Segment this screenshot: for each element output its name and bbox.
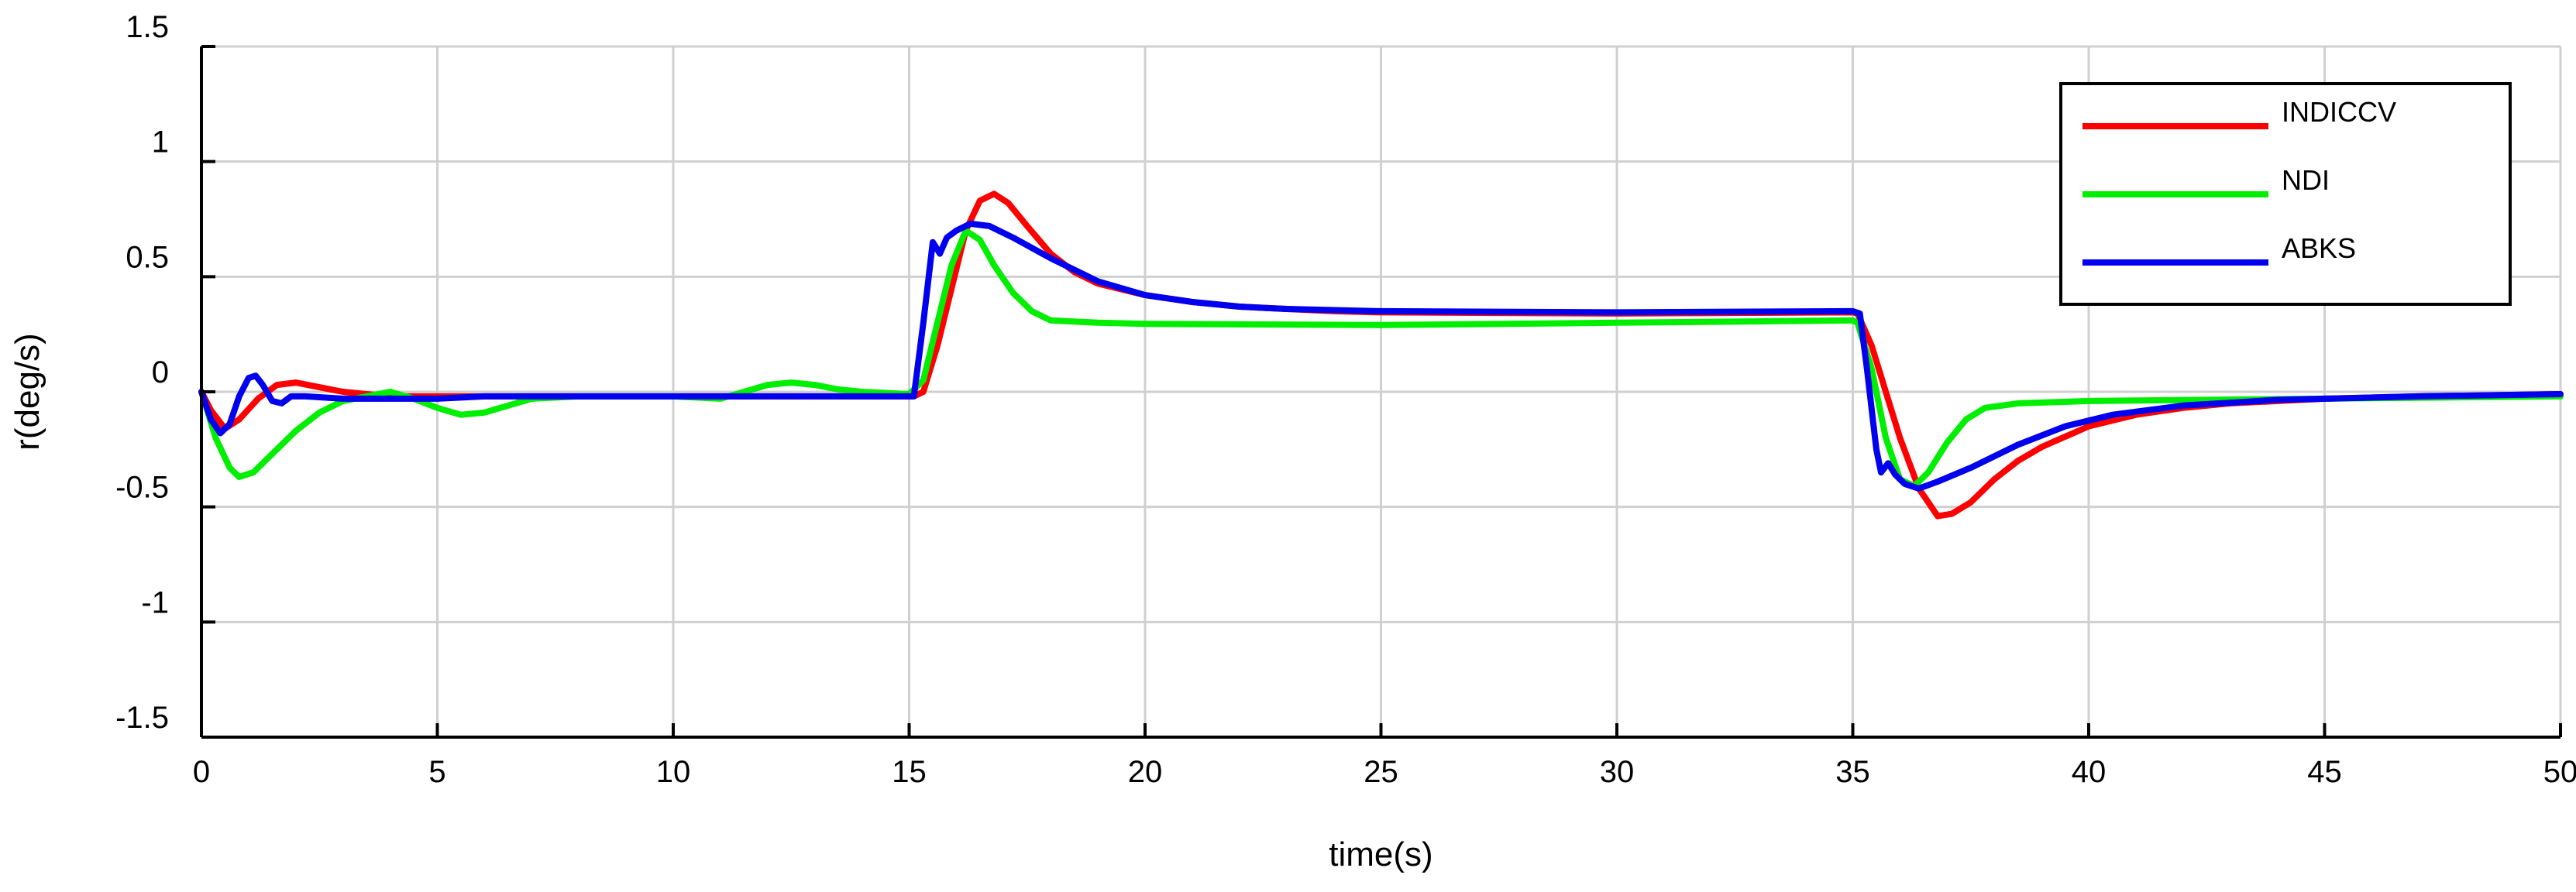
legend-label-abks: ABKS: [2282, 232, 2356, 264]
x-tick-label-10: 50: [2543, 755, 2576, 789]
y-tick-label-3: 0: [152, 355, 169, 389]
x-axis-label: time(s): [1329, 835, 1432, 873]
y-tick-label-4: -0.5: [115, 471, 169, 505]
x-tick-label-2: 10: [656, 755, 691, 789]
y-tick-label-2: 0.5: [126, 240, 169, 274]
legend-label-indiccv: INDICCV: [2282, 96, 2396, 128]
y-axis-label: r(deg/s): [9, 333, 46, 451]
x-tick-label-9: 45: [2307, 755, 2342, 789]
x-tick-label-8: 40: [2072, 755, 2107, 789]
x-tick-label-0: 0: [193, 755, 210, 789]
series-line-abks: [198, 220, 2564, 492]
x-axis-ticks: 0 5 10 15 20 25 30 35 40 45 50: [193, 723, 2576, 789]
x-tick-label-1: 5: [428, 755, 445, 789]
series-lines: [198, 190, 2564, 520]
y-tick-label-0: 1.5: [126, 10, 169, 44]
x-tick-label-4: 20: [1128, 755, 1163, 789]
legend-label-ndi: NDI: [2282, 164, 2330, 196]
x-tick-label-5: 25: [1364, 755, 1398, 789]
x-tick-label-6: 30: [1600, 755, 1635, 789]
y-axis-ticks: 1.5 1 0.5 0 -0.5 -1 -1.5: [115, 10, 215, 739]
legend: INDICCV NDI ABKS: [2059, 82, 2512, 306]
y-tick-label-1: 1: [152, 125, 169, 160]
y-tick-label-6: -1.5: [115, 701, 169, 735]
y-tick-label-5: -1: [141, 585, 169, 619]
x-tick-label-3: 15: [892, 755, 927, 789]
x-tick-label-7: 35: [1835, 755, 1870, 789]
